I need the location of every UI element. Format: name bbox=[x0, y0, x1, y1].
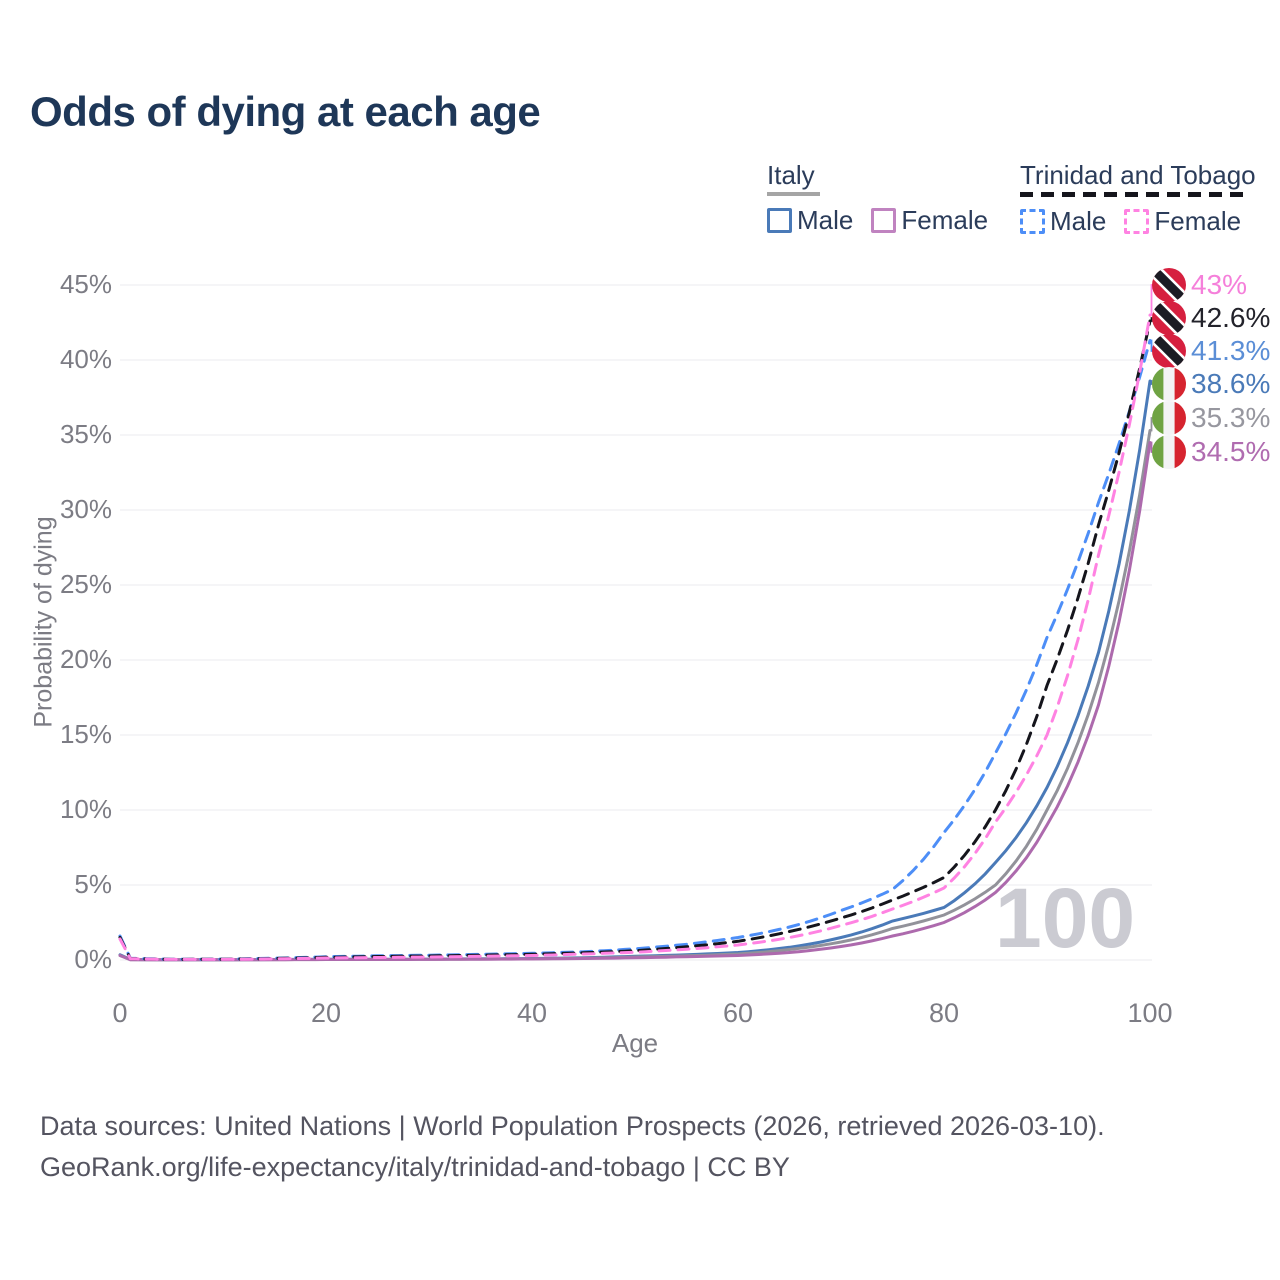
legend-swatch-italy-male bbox=[767, 208, 792, 233]
legend-underline-trinidad-and-tobago bbox=[1020, 192, 1250, 197]
legend-label-trinidad-and-tobago-male: Male bbox=[1050, 206, 1107, 236]
attribution-text: GeoRank.org/life-expectancy/italy/trinid… bbox=[40, 1152, 790, 1182]
end-label-italy-female: 34.5% bbox=[1152, 435, 1270, 469]
x-tick-label: 60 bbox=[722, 998, 754, 1028]
end-label-trinidad-and-tobago-both-sexes: 42.6% bbox=[1152, 301, 1270, 335]
legend-swatch-italy-female bbox=[871, 208, 897, 233]
footer: Data sources: United Nations | World Pop… bbox=[40, 1106, 1105, 1188]
legend-item-italy-female[interactable]: Female bbox=[871, 205, 988, 236]
italy-flag-icon bbox=[1152, 367, 1186, 401]
italy-flag-icon bbox=[1152, 435, 1186, 469]
trinidad-and-tobago-flag-icon bbox=[1152, 268, 1186, 302]
legend-group-title-trinidad-and-tobago: Trinidad and Tobago bbox=[1020, 160, 1256, 190]
x-tick-label: 100 bbox=[1127, 998, 1173, 1028]
legend-label-italy-male: Male bbox=[797, 205, 854, 235]
legend-swatch-trinidad-and-tobago-male bbox=[1020, 209, 1045, 234]
x-tick-label: 20 bbox=[310, 998, 342, 1028]
age-watermark: 100 bbox=[995, 871, 1136, 965]
legend-label-trinidad-and-tobago-female: Female bbox=[1154, 206, 1242, 236]
y-tick-label: 10% bbox=[59, 794, 112, 824]
trinidad-and-tobago-flag-icon bbox=[1152, 334, 1186, 368]
legend-items-italy: Male Female bbox=[767, 205, 1006, 236]
end-label-value: 35.3% bbox=[1191, 402, 1271, 433]
end-label-italy-male: 38.6% bbox=[1152, 367, 1270, 401]
legend-group-italy: Italy Male Female bbox=[767, 161, 1006, 236]
end-label-trinidad-and-tobago-male: 41.3% bbox=[1152, 334, 1270, 368]
y-tick-label: 35% bbox=[59, 419, 112, 449]
x-axis-title: Age bbox=[611, 1028, 659, 1058]
end-label-value: 34.5% bbox=[1191, 436, 1271, 467]
y-tick-label: 20% bbox=[59, 644, 112, 674]
legend-group-title-italy: Italy bbox=[767, 160, 815, 190]
legend-item-italy-male[interactable]: Male bbox=[767, 205, 853, 236]
legend-item-trinidad-and-tobago-male[interactable]: Male bbox=[1020, 206, 1106, 237]
y-axis-title: Probability of dying bbox=[29, 516, 58, 728]
trinidad-and-tobago-flag-icon bbox=[1152, 301, 1186, 335]
legend-label-italy-female: Female bbox=[901, 205, 989, 235]
legend-items-trinidad-and-tobago: Male Female bbox=[1020, 206, 1259, 237]
end-label-trinidad-and-tobago-female: 43% bbox=[1152, 268, 1247, 302]
y-tick-label: 5% bbox=[74, 869, 112, 899]
y-tick-label: 45% bbox=[59, 269, 112, 299]
x-tick-label: 80 bbox=[928, 998, 960, 1028]
legend-group-trinidad-and-tobago: Trinidad and Tobago Male Female bbox=[1020, 161, 1259, 237]
series-line-trinidad-and-tobago-both-sexes bbox=[118, 319, 1152, 961]
series-line-trinidad-and-tobago-male bbox=[118, 339, 1152, 961]
end-label-value: 41.3% bbox=[1191, 335, 1271, 366]
y-tick-label: 30% bbox=[59, 494, 112, 524]
series-line-trinidad-and-tobago-female bbox=[118, 313, 1152, 961]
page-title: Odds of dying at each age bbox=[30, 88, 541, 135]
y-tick-label: 25% bbox=[59, 569, 112, 599]
y-tick-label: 0% bbox=[74, 944, 112, 974]
end-label-value: 43% bbox=[1191, 269, 1248, 300]
x-tick-label: 40 bbox=[516, 998, 548, 1028]
series-line-italy-female bbox=[118, 441, 1152, 962]
x-tick-label: 0 bbox=[112, 998, 128, 1028]
legend-swatch-trinidad-and-tobago-female bbox=[1124, 209, 1150, 234]
y-tick-label: 40% bbox=[59, 344, 112, 374]
y-tick-label: 15% bbox=[59, 719, 112, 749]
italy-flag-icon bbox=[1152, 401, 1186, 435]
end-label-italy-both-sexes: 35.3% bbox=[1152, 401, 1270, 435]
legend-item-trinidad-and-tobago-female[interactable]: Female bbox=[1124, 206, 1241, 237]
data-sources-text: Data sources: United Nations | World Pop… bbox=[40, 1111, 1105, 1141]
legend-underline-italy bbox=[767, 192, 820, 196]
end-label-value: 42.6% bbox=[1191, 302, 1271, 333]
end-label-value: 38.6% bbox=[1191, 368, 1271, 399]
